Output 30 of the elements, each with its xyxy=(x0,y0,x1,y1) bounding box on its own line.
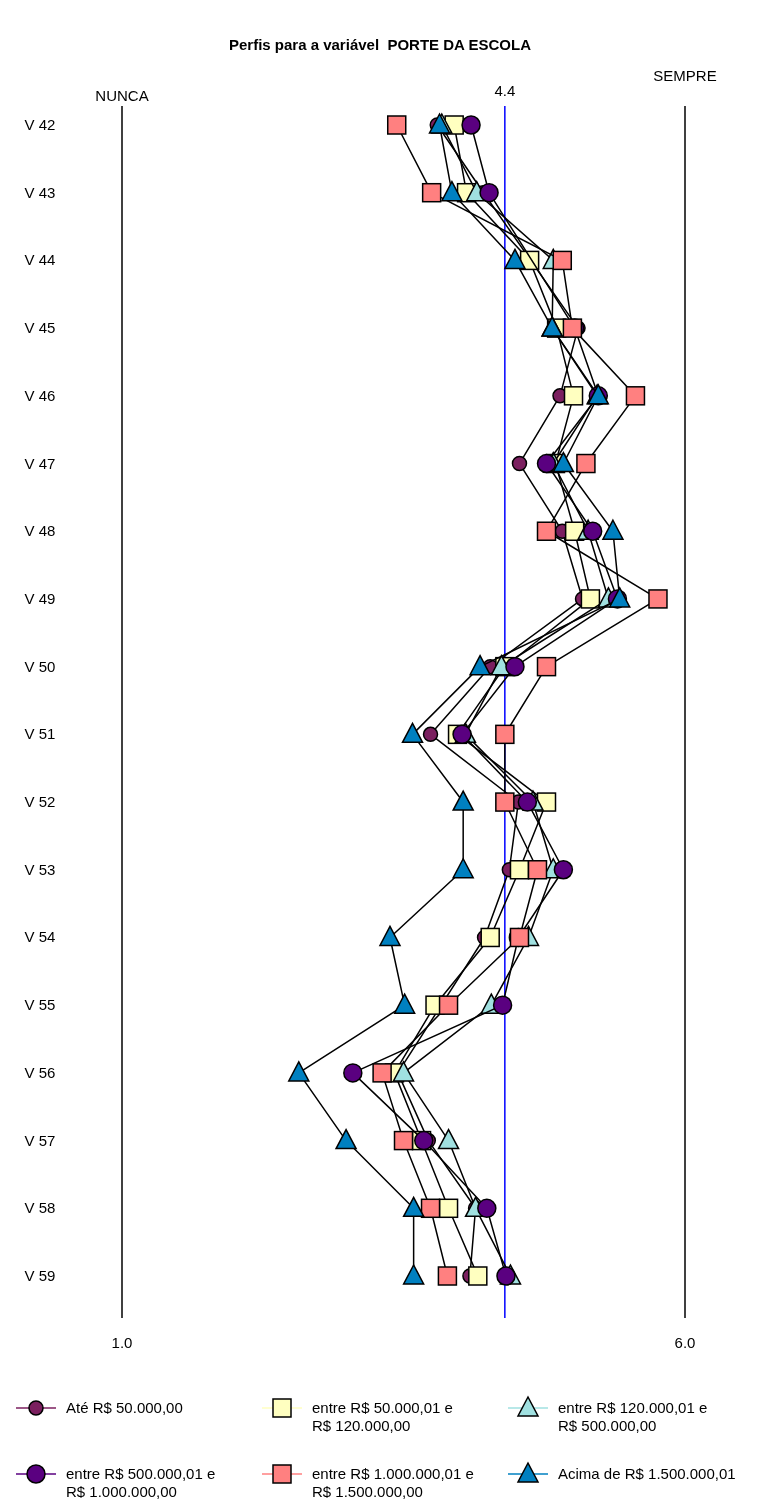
ref-line-label: NUNCA xyxy=(95,87,149,104)
y-tick-label: V 57 xyxy=(24,1131,56,1149)
legend-label: entre R$ 1.000.000,01 e R$ 1.500.000,00 xyxy=(312,1465,474,1500)
y-tick-label: V 56 xyxy=(24,1063,56,1081)
y-tick-label: V 42 xyxy=(24,116,56,133)
y-tick-label: V 54 xyxy=(24,928,56,946)
ref-line-label: SEMPRE xyxy=(653,67,717,84)
y-tick-label: V 52 xyxy=(24,793,56,811)
ref-line-label: 4.4 xyxy=(494,82,516,99)
chart-title: Perfis para a variável PORTE DA ESCOLA xyxy=(228,36,532,53)
legend-label: entre R$ 50.000,01 e R$ 120.000,00 xyxy=(312,1399,453,1434)
legend-label: entre R$ 120.000,01 e R$ 500.000,00 xyxy=(558,1399,708,1434)
y-tick-label: V 47 xyxy=(24,454,56,472)
y-tick-label: V 49 xyxy=(24,589,56,607)
x-tick-label: 1.0 xyxy=(111,1334,133,1351)
y-tick-label: V 55 xyxy=(24,996,56,1014)
y-tick-label: V 48 xyxy=(24,522,56,540)
legend-label: Até R$ 50.000,00 xyxy=(66,1399,183,1416)
legend-label: entre R$ 500.000,01 e R$ 1.000.000,00 xyxy=(66,1465,216,1500)
legend-label: Acima de R$ 1.500.000,01 xyxy=(558,1465,736,1482)
y-tick-label: V 53 xyxy=(24,860,56,878)
x-tick-label: 6.0 xyxy=(674,1334,696,1351)
y-tick-label: V 43 xyxy=(24,183,56,201)
y-tick-label: V 45 xyxy=(24,319,56,337)
y-tick-label: V 50 xyxy=(24,657,56,675)
y-tick-label: V 44 xyxy=(24,251,56,269)
y-tick-label: V 58 xyxy=(24,1199,56,1217)
y-tick-label: V 59 xyxy=(24,1267,56,1284)
y-tick-label: V 46 xyxy=(24,386,56,404)
y-tick-label: V 51 xyxy=(24,725,56,743)
